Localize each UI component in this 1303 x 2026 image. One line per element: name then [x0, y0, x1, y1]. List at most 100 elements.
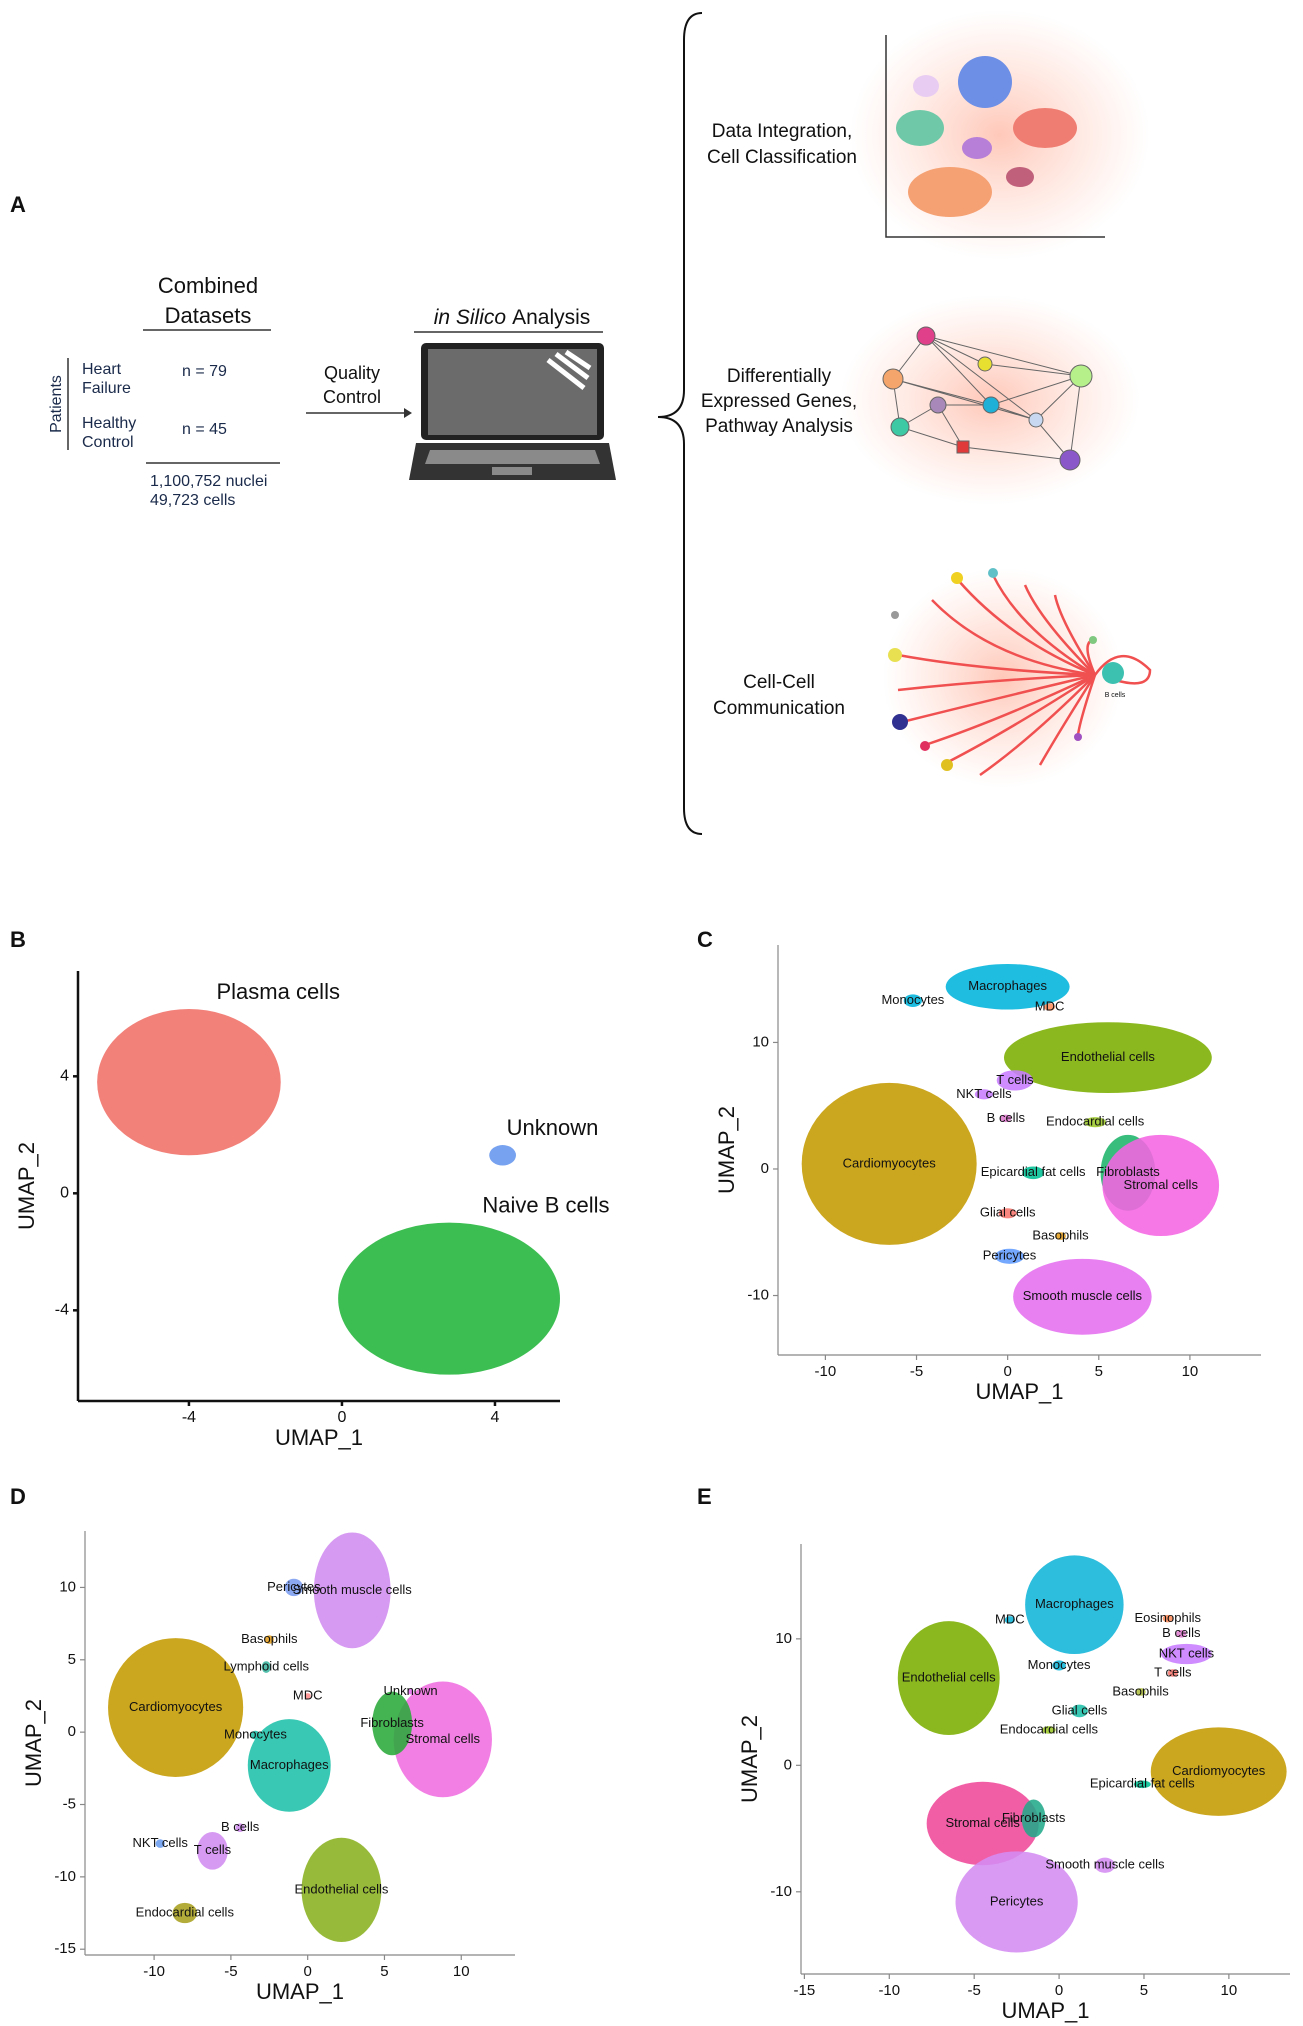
group-name: Healthy [82, 415, 136, 432]
cell [941, 759, 953, 771]
cluster-label: B cells [1162, 1625, 1201, 1640]
cluster [955, 1851, 1078, 1953]
cluster-label: Fibroblasts [1096, 1164, 1160, 1179]
cluster-label: Endocardial cells [136, 1904, 235, 1919]
output-text: Cell-Cell [743, 672, 815, 693]
cluster-label: MDC [1035, 998, 1065, 1013]
cluster [926, 1781, 1039, 1866]
cluster-label: T cells [1154, 1664, 1192, 1679]
cell [920, 741, 930, 751]
x-tick-label: 0 [337, 1409, 346, 1426]
output-text: Data Integration, [712, 121, 852, 142]
integration-icon [850, 10, 1150, 260]
node [1059, 449, 1081, 471]
cluster-label: Cardiomyocytes [843, 1155, 937, 1170]
y-tick-label: -10 [54, 1868, 76, 1885]
node [882, 368, 904, 390]
cluster-label: MDC [995, 1611, 1025, 1626]
x-axis-label: UMAP_1 [1001, 1998, 1089, 2023]
panel-letter: B [10, 927, 26, 952]
output-text: Communication [713, 698, 845, 719]
x-tick-label: -15 [794, 1982, 816, 1999]
cluster [197, 1831, 228, 1870]
cluster-label: Unknown [507, 1115, 599, 1140]
cluster-label: Unknown [383, 1683, 437, 1698]
cluster-label: Cardiomyocytes [1172, 1763, 1266, 1778]
cluster [338, 1222, 560, 1375]
cell [1089, 636, 1097, 644]
cluster-label: Monocytes [881, 992, 944, 1007]
cluster-label: T cells [996, 1072, 1034, 1087]
x-tick-label: 10 [453, 1963, 470, 1980]
x-tick-label: 0 [1055, 1982, 1063, 1999]
icon-blob [958, 56, 1012, 108]
y-tick-label: 10 [752, 1033, 769, 1050]
x-tick-label: 0 [1003, 1363, 1011, 1380]
cluster-label: T cells [194, 1842, 232, 1857]
brace [657, 12, 703, 835]
cluster [945, 963, 1070, 1010]
analysis-title: in Silico Analysis [434, 306, 591, 329]
node [956, 440, 970, 454]
cluster [304, 1693, 311, 1699]
cell [951, 572, 963, 584]
cluster [1094, 1857, 1116, 1873]
output-text: Pathway Analysis [705, 416, 853, 437]
x-tick-label: -4 [182, 1409, 196, 1426]
cluster [97, 1009, 281, 1156]
cluster-label: Pericytes [983, 1248, 1037, 1263]
x-tick-label: -10 [878, 1982, 900, 1999]
cluster [172, 1902, 198, 1924]
node [977, 356, 993, 372]
cluster-label: Epicardial fat cells [1090, 1776, 1195, 1791]
cluster-label: MDC [293, 1687, 323, 1702]
cluster [235, 1823, 245, 1832]
y-tick-label: 10 [775, 1630, 792, 1647]
arrow-head [404, 408, 412, 418]
cluster-label: Basophils [1112, 1683, 1169, 1698]
y-axis-label: UMAP_2 [714, 1106, 739, 1194]
y-tick-label: 0 [60, 1185, 69, 1202]
y-tick-label: -4 [55, 1302, 69, 1319]
group-name: Control [82, 434, 134, 451]
combined-title: Combined [158, 273, 258, 298]
cell [1074, 733, 1082, 741]
y-tick-label: 5 [68, 1651, 76, 1668]
node [1069, 364, 1093, 388]
x-tick-label: 10 [1182, 1363, 1199, 1380]
panel-letter: C [697, 927, 713, 952]
cluster-label: Stromal cells [406, 1731, 481, 1746]
cluster [1022, 1166, 1045, 1180]
x-tick-label: -10 [143, 1963, 165, 1980]
cluster-label: Monocytes [224, 1726, 287, 1741]
node [916, 326, 936, 346]
cell [888, 648, 902, 662]
cluster [801, 1082, 977, 1245]
cell [1102, 662, 1124, 684]
cluster-label: NKT cells [956, 1086, 1012, 1101]
x-axis-label: UMAP_1 [275, 1425, 363, 1450]
cluster-label: B cells [987, 1110, 1026, 1125]
cluster [155, 1839, 165, 1848]
network-icon [840, 295, 1140, 505]
touchpad [492, 467, 532, 475]
cluster [1133, 1780, 1151, 1789]
x-tick-label: 5 [1140, 1982, 1148, 1999]
cluster-label: Epicardial fat cells [981, 1164, 1086, 1179]
y-axis-label: UMAP_2 [737, 1715, 762, 1803]
cluster-label: Naive B cells [482, 1192, 609, 1217]
cluster [1004, 1616, 1015, 1624]
y-tick-label: 4 [60, 1068, 69, 1085]
arrow-label: Quality [324, 363, 380, 383]
cluster [903, 994, 922, 1008]
y-tick-label: 0 [68, 1723, 76, 1740]
cluster-label: Pericytes [990, 1893, 1044, 1908]
cluster [1135, 1688, 1146, 1696]
node [982, 396, 1000, 414]
cluster-label: Glial cells [1052, 1702, 1108, 1717]
cluster [1070, 1704, 1088, 1718]
cluster-label: Basophils [241, 1631, 298, 1646]
cluster [1025, 1555, 1124, 1655]
x-tick-label: 0 [304, 1963, 312, 1980]
x-axis-label: UMAP_1 [256, 1979, 344, 2004]
